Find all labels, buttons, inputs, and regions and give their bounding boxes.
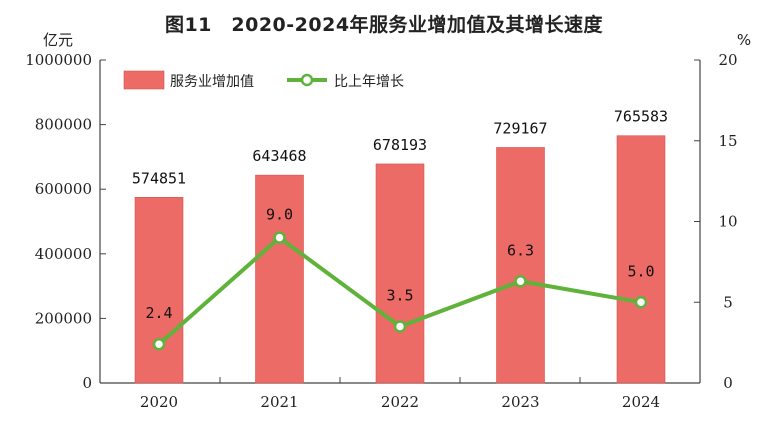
right-tick-label: 5 (723, 293, 733, 311)
growth-value-label: 5.0 (627, 262, 654, 280)
bar-value-label: 643468 (252, 147, 306, 165)
left-tick-label: 600000 (35, 180, 92, 198)
x-tick-label: 2020 (140, 393, 178, 411)
bar-value-label: 729167 (493, 119, 547, 137)
x-tick-label: 2021 (260, 393, 298, 411)
bar (616, 135, 666, 384)
bar (134, 197, 184, 384)
right-tick-label: 20 (718, 51, 737, 69)
legend-line-label: 比上年增长 (334, 74, 404, 90)
right-axis-unit: % (737, 31, 751, 49)
legend-bar-swatch (123, 70, 165, 90)
chart-title: 图11 2020-2024年服务业增加值及其增长速度 (164, 14, 604, 36)
left-tick-label: 1000000 (25, 51, 92, 69)
left-tick-label: 800000 (35, 116, 92, 134)
bar-value-label: 678193 (373, 136, 427, 154)
x-tick-label: 2024 (622, 393, 660, 411)
left-tick-label: 200000 (35, 309, 92, 327)
growth-value-label: 3.5 (386, 286, 413, 304)
bar (375, 163, 425, 384)
growth-point (393, 320, 407, 333)
x-tick-label: 2023 (501, 393, 539, 411)
legend-line-marker (300, 73, 314, 87)
bar (255, 174, 304, 384)
growth-value-label: 9.0 (266, 206, 293, 224)
bar-value-label: 765583 (614, 108, 668, 126)
bar (496, 147, 545, 384)
bar-value-label: 574851 (132, 169, 186, 187)
growth-point (634, 296, 648, 309)
growth-point (514, 275, 527, 288)
left-axis-unit: 亿元 (43, 31, 73, 49)
right-tick-label: 10 (718, 213, 737, 231)
growth-point (152, 337, 166, 351)
growth-value-label: 6.3 (507, 241, 534, 259)
legend-bar-label: 服务业增加值 (170, 74, 254, 90)
left-tick-label: 0 (82, 374, 92, 392)
right-tick-label: 0 (723, 374, 733, 392)
growth-value-label: 2.4 (145, 304, 172, 322)
left-tick-label: 400000 (35, 245, 92, 263)
x-tick-label: 2022 (381, 393, 419, 411)
right-tick-label: 15 (718, 132, 737, 150)
growth-point (273, 231, 286, 244)
